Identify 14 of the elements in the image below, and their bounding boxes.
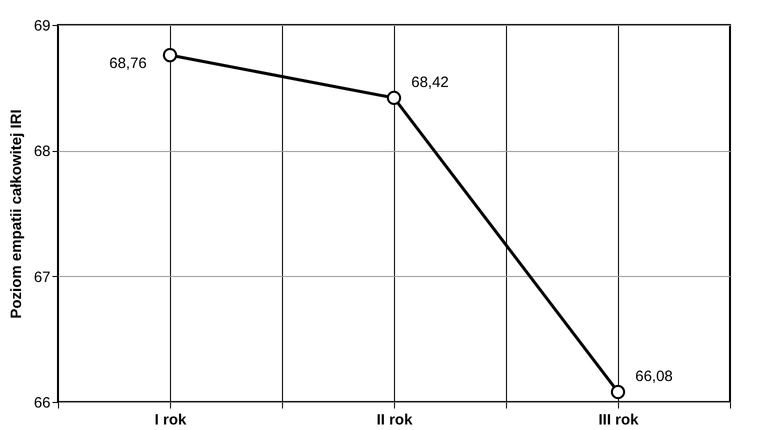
- y-axis-title: Poziom empatii całkowitej IRI: [8, 109, 25, 319]
- point: [162, 48, 178, 62]
- data-label: 68,42: [411, 74, 449, 91]
- y-tick-label: 69: [34, 18, 50, 34]
- point: [386, 90, 402, 105]
- y-tick-label: 68: [34, 143, 50, 160]
- x-tick-label: II rok: [376, 412, 414, 428]
- point: [610, 384, 626, 400]
- x-tick-label: III rok: [598, 412, 640, 428]
- x-tick-label: I rok: [154, 412, 187, 428]
- data-label: 66,08: [635, 368, 673, 385]
- y-tick-label: 66: [34, 394, 50, 412]
- data-label: 68,76: [109, 55, 147, 72]
- y-tick-label: 67: [34, 268, 50, 286]
